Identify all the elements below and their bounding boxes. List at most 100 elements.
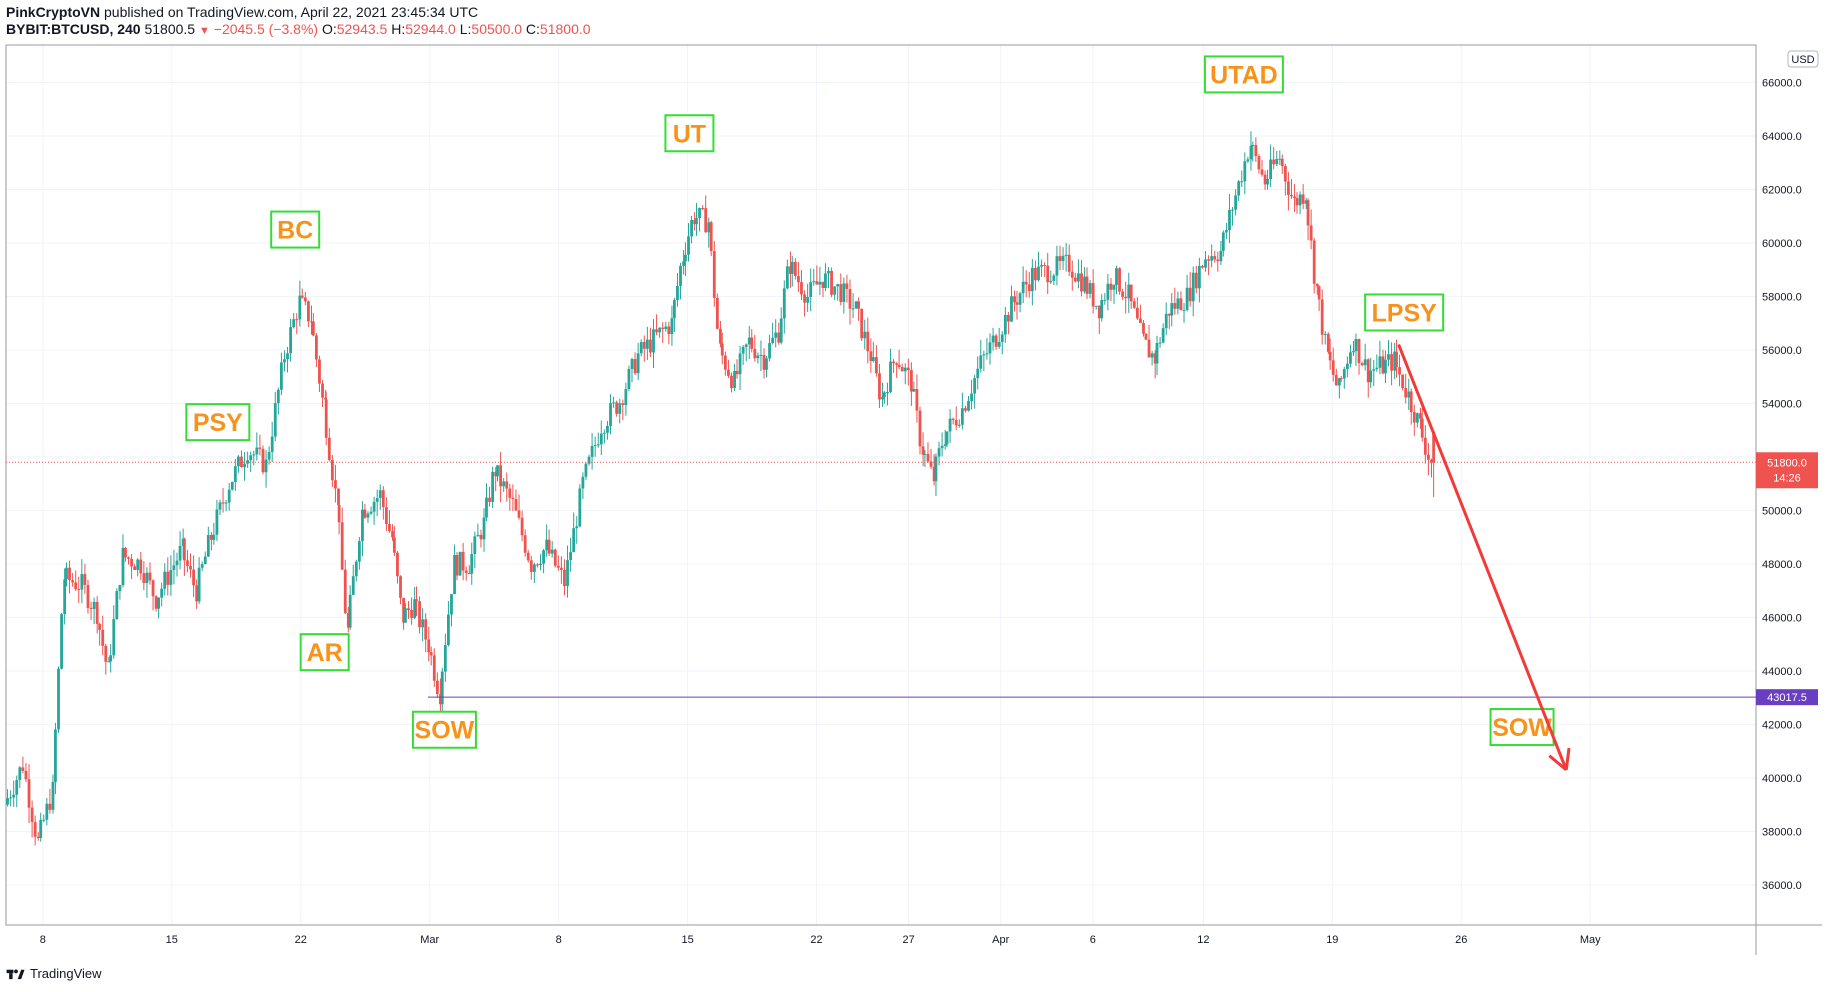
- candle-body: [410, 610, 413, 618]
- close-value: 51800.0: [539, 21, 591, 37]
- candle-body: [863, 331, 867, 339]
- candle-body: [1309, 225, 1313, 241]
- open-value: 52943.5: [336, 21, 388, 37]
- tradingview-footer[interactable]: TradingView: [6, 966, 102, 981]
- candle-body: [267, 452, 271, 460]
- projection-arrow[interactable]: [1397, 344, 1568, 771]
- candle-body: [1221, 232, 1225, 251]
- candle-body: [63, 579, 67, 615]
- candle-body: [42, 819, 46, 821]
- candle-body: [1298, 194, 1302, 206]
- candle-body: [1366, 359, 1370, 383]
- last-price-tag-label: 51800.0: [1767, 457, 1807, 469]
- candle-body: [759, 354, 763, 356]
- author-name[interactable]: PinkCryptoVN: [6, 4, 101, 20]
- candle-body: [182, 538, 186, 561]
- wyckoff-label[interactable]: PSY: [185, 403, 251, 442]
- wyckoff-label[interactable]: LPSY: [1364, 293, 1445, 332]
- candle-body: [682, 261, 685, 266]
- candle-body: [24, 770, 28, 780]
- candle-body: [1052, 275, 1056, 281]
- wyckoff-label[interactable]: AR: [299, 633, 350, 672]
- candle-body: [366, 513, 370, 518]
- candle-body: [695, 218, 698, 225]
- candle-body: [1339, 378, 1343, 380]
- candle-body: [918, 410, 922, 447]
- candle-body: [848, 289, 852, 309]
- wyckoff-label-box: [411, 710, 477, 749]
- candle-body: [684, 254, 687, 262]
- candle-body: [1315, 283, 1319, 287]
- candle-body: [372, 501, 376, 512]
- symbol-interval[interactable]: BYBIT:BTCUSD, 240: [6, 21, 141, 37]
- candle-body: [860, 308, 864, 339]
- wyckoff-label[interactable]: BC: [270, 210, 321, 249]
- candle-body: [779, 318, 783, 343]
- arrow-head: [1548, 754, 1568, 772]
- candle-body: [851, 308, 855, 310]
- candle-body: [1179, 298, 1183, 311]
- candle-body: [221, 502, 225, 504]
- candle-body: [815, 281, 819, 285]
- candle-body: [1015, 302, 1019, 305]
- candle-body: [407, 608, 410, 611]
- candle-body: [1357, 339, 1361, 364]
- candle-body: [633, 359, 637, 374]
- candle-body: [733, 370, 736, 389]
- support-price-tag-label: 43017.5: [1767, 692, 1807, 704]
- candle-body: [839, 284, 843, 302]
- candle-body: [1378, 356, 1382, 368]
- candle-body: [774, 332, 778, 338]
- candle-body: [687, 236, 690, 255]
- candle-body: [1354, 339, 1358, 352]
- candle-body: [812, 281, 816, 283]
- price-axis[interactable]: 36000.0 38000.0 40000.0 42000.0 44000.0 46000…: [1756, 77, 1818, 892]
- candle-body: [502, 481, 506, 487]
- candle-body: [218, 502, 222, 510]
- candle-body: [1088, 283, 1092, 294]
- candle-body: [1331, 360, 1335, 375]
- candle-body: [429, 652, 433, 656]
- time-axis[interactable]: 8 15 22 Mar 8 15 22 27 Apr 6 12 19 26 May: [40, 934, 1601, 946]
- currency-badge[interactable]: USD: [1787, 50, 1819, 68]
- candle-body: [311, 321, 315, 336]
- wyckoff-label-text: LPSY: [1372, 299, 1438, 327]
- candle-body: [1158, 342, 1162, 344]
- candle-body: [351, 576, 355, 595]
- candle-body: [833, 286, 837, 295]
- symbol-ohlc-bar: BYBIT:BTCUSD, 240 51800.5 ▼ −2045.5 (−3.…: [6, 21, 591, 40]
- candle-body: [569, 552, 573, 561]
- candle-body: [642, 342, 646, 349]
- candle-body: [526, 552, 530, 561]
- candle-body: [1167, 313, 1171, 316]
- y-tick-label: 46000.0: [1762, 612, 1802, 624]
- candle-body: [289, 327, 293, 354]
- candle-body: [1083, 276, 1086, 292]
- candle-body: [18, 767, 22, 781]
- candle-body: [1246, 159, 1250, 162]
- candle-body: [957, 424, 961, 426]
- candle-body: [264, 459, 268, 473]
- candle-body: [1013, 296, 1016, 303]
- candle-body: [1144, 333, 1148, 340]
- candle-body: [172, 565, 176, 571]
- candle-body: [1091, 283, 1095, 307]
- last-price: 51800.5: [144, 21, 196, 37]
- candle-body: [508, 488, 512, 498]
- candle-body: [154, 596, 158, 609]
- candle-body: [1306, 200, 1310, 226]
- candle-body: [57, 668, 60, 730]
- candle-body: [672, 299, 676, 319]
- candle-body: [1393, 351, 1397, 371]
- support-price-tag: [1756, 689, 1818, 706]
- candle-body: [915, 389, 919, 411]
- open-label: O:: [321, 21, 337, 37]
- candle-body: [937, 448, 941, 457]
- wyckoff-label[interactable]: SOW: [411, 710, 477, 749]
- candle-body: [976, 368, 980, 379]
- wyckoff-label[interactable]: UTAD: [1203, 55, 1284, 94]
- candle-body: [768, 343, 771, 359]
- candle-body: [664, 326, 668, 330]
- wyckoff-label[interactable]: UT: [664, 114, 715, 153]
